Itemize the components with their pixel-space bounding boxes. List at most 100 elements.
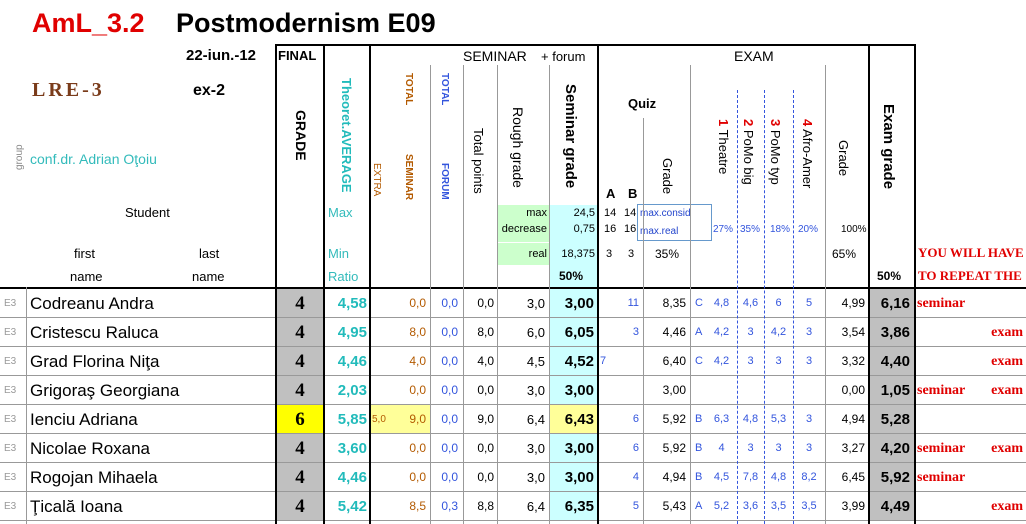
student-name: Grigoraş Georgiana (30, 381, 180, 400)
grid-line (764, 90, 765, 524)
total-points: 0,0 (477, 296, 494, 310)
exam-q2: 3,6 (742, 500, 759, 512)
final-grade-cell (277, 347, 323, 376)
theoret-average: 4,58 (337, 295, 367, 312)
grid-line (643, 118, 644, 524)
exam-q3-header: 3 PoMo typ (768, 119, 783, 185)
quiz-a-real: 16 (604, 223, 617, 235)
quiz-a (600, 434, 614, 463)
course-title: Postmodernism E09 (176, 8, 436, 38)
grid-line (497, 65, 498, 524)
exam-q4: 3 (805, 413, 813, 425)
repeat-seminar: seminar (917, 383, 966, 398)
exam-q2: 4,8 (742, 413, 759, 425)
real-param-value: 18,375 (561, 248, 595, 260)
exam-grade-cell (870, 405, 914, 434)
final-grade-cell (277, 376, 323, 405)
quiz-b-min: 3 (628, 248, 635, 260)
quiz-a (600, 492, 614, 521)
exam-q2-header: 2 PoMo big (741, 119, 756, 185)
exam-q4 (793, 376, 825, 405)
exam-q2 (737, 376, 764, 405)
exam-q2: 3 (747, 355, 754, 367)
seminar-grade: 3,00 (564, 469, 594, 486)
max-real-label: max.real (640, 226, 679, 237)
exam-q4: 8,2 (801, 471, 817, 483)
row-divider (0, 491, 1026, 492)
extra-points (372, 376, 390, 405)
row-group: E3 (4, 472, 17, 483)
exam-grade: 5,92 (880, 469, 910, 486)
row-group: E3 (4, 501, 17, 512)
row-divider (0, 375, 1026, 376)
quiz-letter: B (695, 471, 703, 483)
table-row: 4 E3 Cristescu Raluca 4,95 8,0 0,0 8,0 6,0 6,05 3… (0, 318, 1026, 347)
seminar-grade: 6,43 (564, 411, 594, 428)
repeat-exam: exam (991, 354, 1023, 369)
row-divider (0, 404, 1026, 405)
total-points-header: Total points (471, 128, 486, 194)
final-header: FINAL (278, 48, 317, 63)
repeat-seminar (917, 492, 977, 521)
exam-q3: 6 (775, 297, 782, 309)
final-grade: 4 (295, 293, 305, 314)
seminar-grade-cell (550, 289, 597, 318)
exam-q4: 5 (805, 297, 813, 309)
theoret-average: 3,60 (337, 440, 367, 457)
quiz-b (617, 347, 639, 376)
final-grade-cell (277, 434, 323, 463)
last-name-label: name (192, 269, 225, 284)
seminar-grade-cell (550, 492, 597, 521)
exam-q1-header: 1 Theatre (716, 119, 731, 175)
quiz-grade: 8,35 (662, 296, 686, 310)
total-points: 9,0 (477, 412, 494, 426)
seminar-grade: 6,05 (564, 324, 594, 341)
row-divider (0, 462, 1026, 463)
exam-header: EXAM (734, 48, 774, 64)
theoret-average: 4,46 (337, 469, 367, 486)
seminar-grade-cell (550, 318, 597, 347)
exam-grade-cell (870, 492, 914, 521)
exam-grade: 6,16 (880, 295, 910, 312)
forum-points: 0,3 (441, 499, 458, 513)
exam-q3: 4,8 (770, 471, 787, 483)
quiz-a (600, 289, 614, 318)
seminar-grade: 3,00 (564, 440, 594, 457)
exam-q1: 4,2 (713, 355, 730, 367)
row-group: E3 (4, 327, 17, 338)
decrease-param-value: 0,75 (573, 223, 595, 235)
student-label: Student (125, 205, 170, 220)
rough-grade-header: Rough grade (510, 107, 526, 188)
exam-subgrade: 6,45 (841, 470, 865, 484)
seminar-points: 0,0 (409, 296, 426, 310)
quiz-b: 3 (632, 326, 639, 338)
quiz-param-box (637, 204, 712, 241)
seminar-grade-cell (550, 463, 597, 492)
quiz-grade: 5,92 (662, 412, 686, 426)
quiz-b: 6 (632, 413, 639, 425)
final-grade-cell (277, 405, 323, 434)
theoret-average: 5,42 (337, 498, 367, 515)
exam-grade-cell (870, 463, 914, 492)
first-label: first (74, 246, 95, 261)
exam-q3: 3 (775, 442, 782, 454)
grade-header: GRADE (293, 110, 309, 161)
theoret-average: 2,03 (337, 382, 367, 399)
lre-label: LRE-3 (32, 79, 105, 101)
exam-subgrade-header: Grade (836, 140, 851, 177)
exam-q3: 4,2 (770, 326, 787, 338)
teacher-name: conf.dr. Adrian Oţoiu (30, 151, 157, 167)
repeat-exam (975, 405, 1023, 434)
top-rule (275, 44, 916, 46)
seminar-forum-header: + forum (541, 49, 586, 64)
forum-points: 0,0 (441, 383, 458, 397)
grid-line (323, 44, 325, 524)
quiz-header: Quiz (628, 96, 657, 111)
row-group: E3 (4, 356, 17, 367)
exam-weight-65: 65% (832, 247, 857, 261)
max-param-value: 24,5 (573, 207, 595, 219)
ratio-label: Ratio (328, 269, 359, 284)
row-divider (0, 433, 1026, 434)
exam-q4: 3,5 (801, 500, 817, 512)
grid-line (914, 44, 916, 524)
